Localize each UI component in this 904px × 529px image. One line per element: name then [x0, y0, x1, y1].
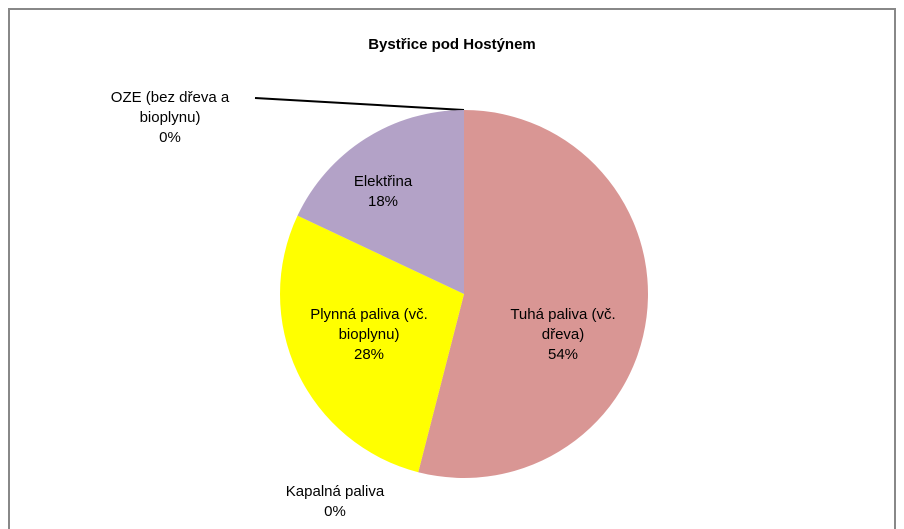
pie-slice — [279, 215, 464, 473]
category-label: OZE (bez dřeva a bioplynu) — [110, 89, 230, 126]
slice-label: Elektřina 18% — [333, 172, 433, 212]
chart-title: Bystřice pod Hostýnem — [368, 36, 536, 53]
value-label: 18% — [367, 193, 399, 210]
slice-label: Kapalná paliva 0% — [255, 482, 415, 522]
value-label: 54% — [547, 346, 579, 363]
category-label: Kapalná paliva — [285, 483, 385, 500]
value-label: 28% — [353, 346, 385, 363]
slice-label: Tuhá paliva (vč. dřeva) 54% — [493, 305, 633, 365]
pie-slice — [297, 110, 464, 294]
slice-label: OZE (bez dřeva a bioplynu) 0% — [80, 88, 260, 148]
category-label: Tuhá paliva (vč. dřeva) — [510, 306, 616, 343]
category-label: Plynná paliva (vč. bioplynu) — [310, 306, 428, 343]
category-label: Elektřina — [353, 173, 413, 190]
slice-label: Plynná paliva (vč. bioplynu) 28% — [289, 305, 449, 365]
value-label: 0% — [324, 503, 346, 520]
leader-line — [254, 97, 465, 111]
pie-slice — [418, 110, 648, 478]
value-label: 0% — [159, 129, 181, 146]
